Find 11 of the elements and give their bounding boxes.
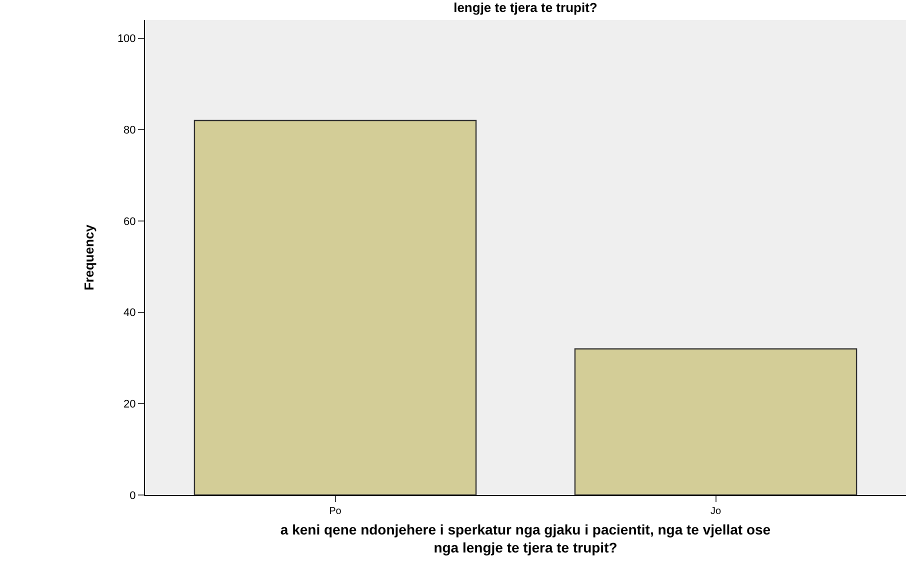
- y-tick-label: 60: [124, 216, 136, 228]
- chart-title: lengje te tjera te trupit?: [454, 0, 598, 15]
- y-tick-label: 0: [130, 490, 136, 502]
- y-tick-label: 100: [117, 33, 136, 46]
- x-axis-title: a keni qene ndonjehere i sperkatur nga gjaku i pacientit, nga te vjellat ose nga lengje te tjera te trupit?: [280, 521, 771, 556]
- x-tick-label: Po: [329, 506, 342, 517]
- y-tick-label: 40: [124, 307, 136, 320]
- x-tick-label: Jo: [710, 506, 722, 517]
- y-tick-label: 20: [124, 398, 136, 410]
- y-axis-title: Frequency: [81, 224, 96, 290]
- y-tick-label: 80: [124, 124, 136, 136]
